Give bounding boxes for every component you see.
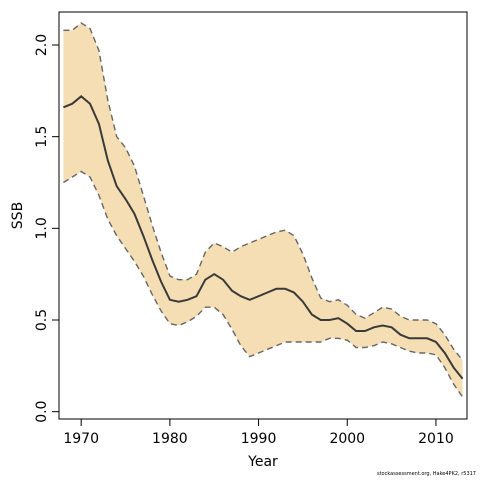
y-axis-title: SSB bbox=[10, 202, 26, 229]
y-tick-label: 0.5 bbox=[34, 309, 50, 331]
y-tick-label: 1.5 bbox=[34, 126, 50, 148]
y-tick-label: 2.0 bbox=[34, 34, 50, 56]
x-axis: 1970 1980 1990 2000 2010 bbox=[63, 419, 454, 447]
y-tick-label: 1.0 bbox=[34, 217, 50, 239]
plot-frame bbox=[58, 11, 468, 420]
x-tick-label: 1970 bbox=[63, 431, 99, 447]
ssb-estimate-line bbox=[63, 94, 464, 380]
lower-bound-line bbox=[63, 170, 464, 398]
x-tick-label: 1990 bbox=[241, 431, 277, 447]
x-axis-title: Year bbox=[247, 454, 278, 470]
y-tick-label: 0.0 bbox=[34, 401, 50, 423]
confidence-band bbox=[63, 23, 463, 397]
x-tick-label: 1980 bbox=[152, 431, 188, 447]
credit-text: stockassessment.org, Hake4PK2, r5317 bbox=[376, 471, 476, 477]
x-tick-label: 2010 bbox=[418, 431, 454, 447]
y-axis: 0.0 0.5 1.0 1.5 2.0 bbox=[34, 34, 59, 423]
x-tick-label: 2000 bbox=[329, 431, 365, 447]
upper-bound-line bbox=[63, 22, 464, 361]
